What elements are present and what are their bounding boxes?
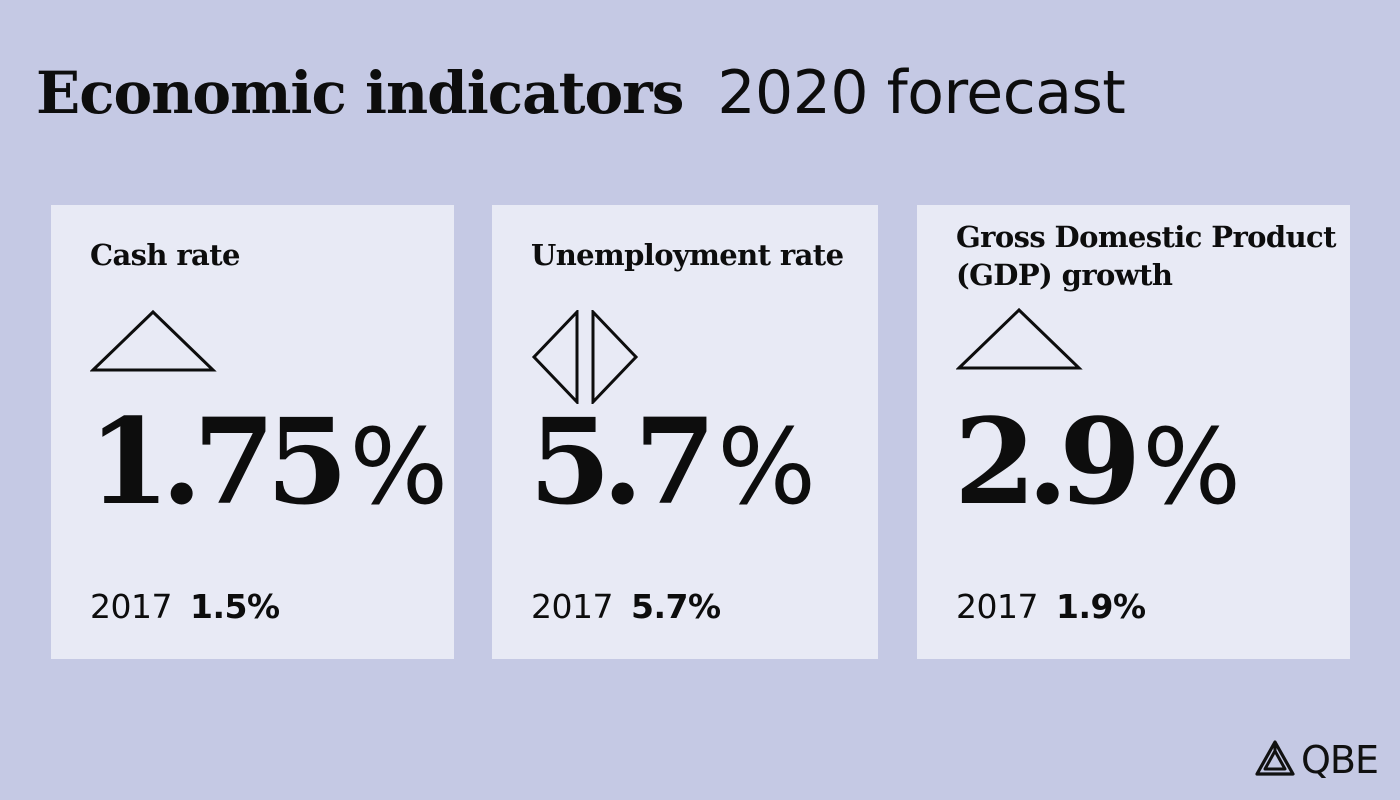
page-title: Economic indicators 2020 forecast (36, 58, 1126, 128)
title-subtitle: 2020 forecast (717, 58, 1126, 128)
value-unit: % (717, 406, 817, 528)
previous-value-number: 1.9% (1055, 587, 1146, 626)
indicator-card-unemployment-rate: Unemployment rate 5.7% 2017 5.7% (492, 205, 878, 659)
indicator-card-gdp-growth: Gross Domestic Product (GDP) growth 2.9%… (917, 205, 1350, 659)
value-number: 2.9 (954, 392, 1141, 531)
steady-arrows-icon (531, 308, 639, 408)
previous-value-number: 1.5% (189, 587, 280, 626)
indicator-value: 5.7% (529, 403, 816, 521)
previous-value: 2017 5.7% (531, 587, 721, 626)
indicator-value: 1.75% (88, 403, 448, 521)
value-number: 5.7 (529, 392, 716, 531)
indicator-value: 2.9% (954, 403, 1241, 521)
previous-year: 2017 (956, 587, 1038, 626)
indicator-label: Cash rate (90, 238, 241, 272)
triangle-up-icon (955, 305, 1084, 375)
logo-wordmark: QBE (1301, 738, 1379, 782)
previous-value: 2017 1.9% (956, 587, 1146, 626)
title-main: Economic indicators (36, 59, 684, 127)
previous-year: 2017 (90, 587, 172, 626)
previous-year: 2017 (531, 587, 613, 626)
indicator-label: Unemployment rate (531, 238, 844, 272)
previous-value: 2017 1.5% (90, 587, 280, 626)
triangle-up-icon (89, 307, 218, 377)
value-unit: % (349, 406, 449, 528)
value-unit: % (1142, 406, 1242, 528)
qbe-logo: QBE (1255, 738, 1379, 782)
previous-value-number: 5.7% (630, 587, 721, 626)
indicator-label: Gross Domestic Product (GDP) growth (956, 220, 1337, 292)
qbe-logo-icon (1255, 740, 1295, 780)
indicator-card-cash-rate: Cash rate 1.75% 2017 1.5% (51, 205, 454, 659)
value-number: 1.75 (88, 392, 348, 531)
